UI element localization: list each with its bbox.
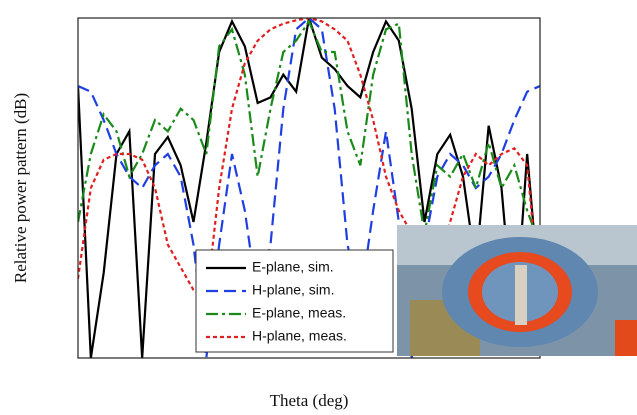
series-line — [78, 18, 540, 358]
legend-label: E-plane, sim. — [252, 259, 334, 275]
plot-frame — [77, 17, 541, 359]
legend-label: E-plane, meas. — [252, 305, 346, 321]
legend-label: H-plane, sim. — [252, 282, 334, 298]
legend-label: H-plane, meas. — [252, 328, 347, 344]
inset-photo — [397, 225, 637, 356]
x-axis-label: Theta (deg) — [270, 391, 349, 410]
series-line — [78, 18, 540, 358]
y-axis-label: Relative power pattern (dB) — [11, 93, 30, 283]
legend: E-plane, sim. H-plane, sim. E-plane, meas.… — [195, 249, 394, 353]
plot-lines — [78, 18, 540, 358]
series-line — [78, 19, 540, 246]
